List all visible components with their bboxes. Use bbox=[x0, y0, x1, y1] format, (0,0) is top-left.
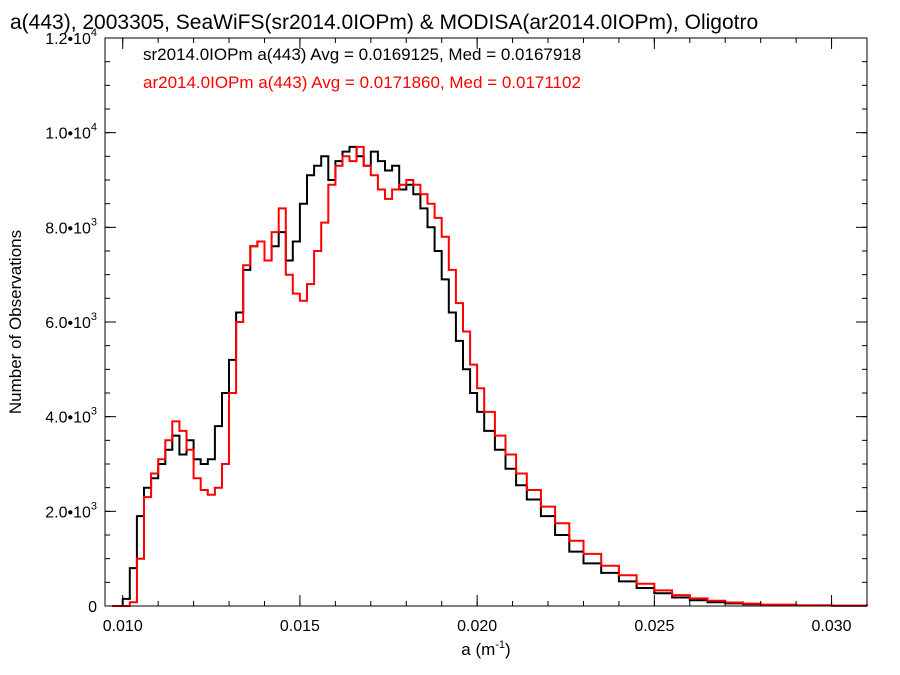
y-tick-label: 6.0•103 bbox=[45, 311, 97, 332]
y-tick-label: 8.0•103 bbox=[45, 216, 97, 237]
y-tick-label: 1.2•104 bbox=[45, 27, 97, 48]
x-tick-label: 0.030 bbox=[812, 618, 852, 635]
y-axis-label: Number of Observations bbox=[6, 230, 25, 414]
plot-frame bbox=[104, 37, 868, 607]
x-axis-ticks: 0.010 0.015 0.020 0.025 0.030 bbox=[103, 38, 852, 635]
series-line-1 bbox=[112, 145, 868, 607]
legend: sr2014.0IOPm a(443) Avg = 0.0169125, Med… bbox=[143, 45, 581, 92]
x-tick-label: 0.020 bbox=[457, 618, 497, 635]
y-tick-label: 2.0•103 bbox=[45, 500, 97, 521]
x-axis-label: a (m-1) bbox=[461, 639, 510, 659]
y-tick-label: 4.0•103 bbox=[45, 406, 97, 427]
x-tick-label: 0.025 bbox=[634, 618, 674, 635]
legend-entry-2: ar2014.0IOPm a(443) Avg = 0.0171860, Med… bbox=[143, 73, 581, 92]
series-line-2 bbox=[112, 145, 868, 607]
y-tick-label: 0 bbox=[88, 599, 97, 616]
chart-title: a(443), 2003305, SeaWiFS(sr2014.0IOPm) &… bbox=[10, 11, 758, 34]
y-tick-label: 1.0•104 bbox=[45, 122, 97, 143]
x-tick-label: 0.015 bbox=[280, 618, 320, 635]
x-tick-label: 0.010 bbox=[103, 618, 143, 635]
y-axis-ticks: 0 2.0•103 4.0•103 6.0•103 8.0•103 1.0•104 1.2•… bbox=[45, 27, 867, 616]
legend-entry-1: sr2014.0IOPm a(443) Avg = 0.0169125, Med… bbox=[143, 45, 581, 64]
plot-series bbox=[112, 145, 868, 607]
